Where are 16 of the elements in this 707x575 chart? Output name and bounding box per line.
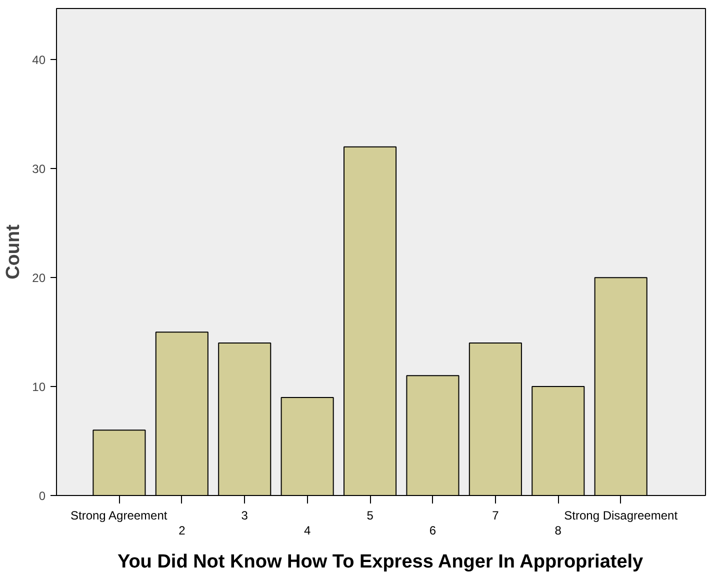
y-tick-label: 0: [38, 489, 46, 503]
y-axis-title: Count: [3, 224, 24, 280]
x-tick-label: 7: [492, 508, 500, 522]
y-tick-label: 20: [32, 271, 46, 286]
x-tick-label: 6: [429, 524, 436, 538]
y-tick-label: 40: [32, 53, 46, 68]
y-tick-label: 30: [32, 162, 46, 176]
x-tick-label: 2: [178, 524, 186, 538]
x-axis-title: You Did Not Know How To Express Anger In Appropriately: [117, 552, 644, 572]
y-tick-label: 10: [32, 380, 46, 394]
x-tick-label: 8: [554, 524, 562, 538]
x-tick-label: Strong Agreement: [70, 508, 168, 522]
x-tick-label: 4: [304, 524, 311, 538]
x-tick-label: 5: [366, 508, 374, 522]
x-tick-label: 3: [241, 508, 248, 522]
x-tick-label: Strong Disagreement: [564, 508, 678, 522]
